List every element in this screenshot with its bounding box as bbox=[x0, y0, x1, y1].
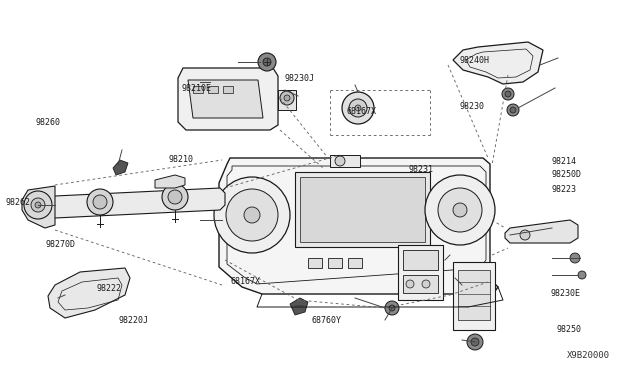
Text: 98260: 98260 bbox=[36, 118, 61, 127]
Polygon shape bbox=[219, 158, 498, 294]
Circle shape bbox=[425, 175, 495, 245]
Circle shape bbox=[280, 91, 294, 105]
Text: 98250D: 98250D bbox=[552, 170, 582, 179]
Text: 68760Y: 68760Y bbox=[312, 316, 341, 325]
Bar bbox=[403, 250, 438, 270]
Circle shape bbox=[467, 334, 483, 350]
Circle shape bbox=[502, 88, 514, 100]
Bar bbox=[348, 258, 362, 268]
Circle shape bbox=[389, 305, 395, 311]
Polygon shape bbox=[178, 68, 278, 130]
Text: 98214: 98214 bbox=[552, 157, 577, 166]
Bar bbox=[458, 270, 490, 320]
Bar bbox=[308, 258, 322, 268]
Polygon shape bbox=[505, 220, 578, 243]
Circle shape bbox=[570, 253, 580, 263]
Polygon shape bbox=[188, 80, 263, 118]
Text: X9B20000: X9B20000 bbox=[567, 350, 610, 359]
Text: 98222: 98222 bbox=[97, 284, 122, 293]
Text: 98250: 98250 bbox=[557, 325, 582, 334]
Text: 98270D: 98270D bbox=[45, 240, 76, 249]
Polygon shape bbox=[113, 160, 128, 175]
Circle shape bbox=[335, 156, 345, 166]
Text: 98210: 98210 bbox=[168, 155, 193, 164]
Text: 98240H: 98240H bbox=[460, 56, 490, 65]
Circle shape bbox=[385, 301, 399, 315]
Text: 98210E: 98210E bbox=[181, 84, 211, 93]
Circle shape bbox=[471, 338, 479, 346]
Bar bbox=[193, 86, 203, 93]
Circle shape bbox=[510, 107, 516, 113]
Bar bbox=[208, 86, 218, 93]
Circle shape bbox=[355, 105, 361, 111]
Circle shape bbox=[87, 189, 113, 215]
Bar bbox=[398, 245, 443, 300]
Text: 98223: 98223 bbox=[552, 185, 577, 194]
Text: 68167X: 68167X bbox=[347, 107, 377, 116]
Circle shape bbox=[263, 58, 271, 66]
Circle shape bbox=[244, 207, 260, 223]
Polygon shape bbox=[290, 298, 308, 315]
Polygon shape bbox=[22, 186, 55, 228]
Circle shape bbox=[349, 99, 367, 117]
Polygon shape bbox=[48, 188, 225, 218]
Text: 98231: 98231 bbox=[408, 165, 433, 174]
Circle shape bbox=[258, 53, 276, 71]
Text: 98220J: 98220J bbox=[118, 316, 148, 325]
Circle shape bbox=[162, 184, 188, 210]
Circle shape bbox=[284, 95, 290, 101]
Circle shape bbox=[342, 92, 374, 124]
Circle shape bbox=[422, 280, 430, 288]
Polygon shape bbox=[155, 175, 185, 188]
Bar bbox=[278, 90, 296, 110]
Circle shape bbox=[93, 195, 107, 209]
Bar bbox=[403, 275, 438, 293]
Bar bbox=[300, 177, 425, 242]
Circle shape bbox=[578, 271, 586, 279]
Circle shape bbox=[35, 202, 41, 208]
Circle shape bbox=[453, 203, 467, 217]
Bar bbox=[295, 172, 430, 247]
Bar bbox=[223, 86, 233, 93]
Circle shape bbox=[507, 104, 519, 116]
Circle shape bbox=[505, 91, 511, 97]
Bar bbox=[328, 258, 342, 268]
Circle shape bbox=[214, 177, 290, 253]
Text: 98230: 98230 bbox=[460, 102, 484, 110]
Circle shape bbox=[168, 190, 182, 204]
Circle shape bbox=[31, 198, 45, 212]
Circle shape bbox=[24, 191, 52, 219]
Bar bbox=[453, 262, 495, 330]
Text: 68167X: 68167X bbox=[230, 277, 260, 286]
Circle shape bbox=[406, 280, 414, 288]
Circle shape bbox=[520, 230, 530, 240]
Text: 98230E: 98230E bbox=[550, 289, 580, 298]
Text: 98230J: 98230J bbox=[285, 74, 314, 83]
Polygon shape bbox=[48, 268, 130, 318]
Text: 98262: 98262 bbox=[6, 198, 31, 207]
Circle shape bbox=[438, 188, 482, 232]
Polygon shape bbox=[453, 42, 543, 84]
Circle shape bbox=[226, 189, 278, 241]
Bar bbox=[330, 155, 360, 167]
